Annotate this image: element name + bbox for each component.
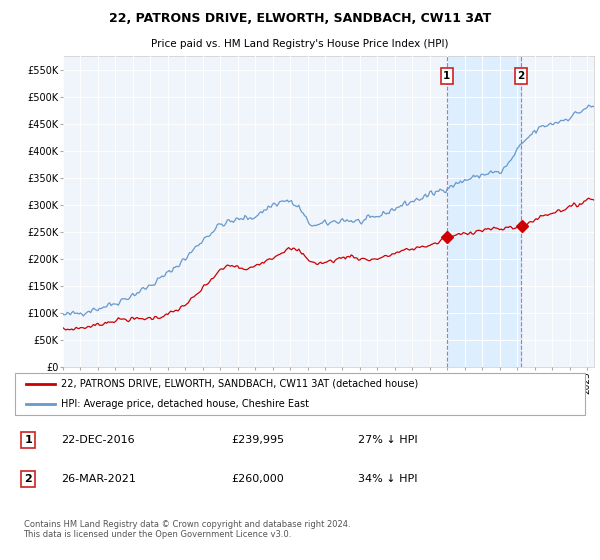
Bar xyxy=(447,56,521,367)
Text: £260,000: £260,000 xyxy=(231,474,284,484)
Text: 26-MAR-2021: 26-MAR-2021 xyxy=(61,474,136,484)
Text: 22, PATRONS DRIVE, ELWORTH, SANDBACH, CW11 3AT: 22, PATRONS DRIVE, ELWORTH, SANDBACH, CW… xyxy=(109,12,491,25)
Text: 2: 2 xyxy=(24,474,32,484)
Text: 1: 1 xyxy=(24,435,32,445)
Text: 1: 1 xyxy=(443,71,451,81)
Text: Contains HM Land Registry data © Crown copyright and database right 2024.
This d: Contains HM Land Registry data © Crown c… xyxy=(23,520,350,539)
Text: 27% ↓ HPI: 27% ↓ HPI xyxy=(358,435,417,445)
Text: Price paid vs. HM Land Registry's House Price Index (HPI): Price paid vs. HM Land Registry's House … xyxy=(151,39,449,49)
Text: HPI: Average price, detached house, Cheshire East: HPI: Average price, detached house, Ches… xyxy=(61,399,309,409)
Text: £239,995: £239,995 xyxy=(231,435,284,445)
Text: 22-DEC-2016: 22-DEC-2016 xyxy=(61,435,134,445)
Text: 2: 2 xyxy=(518,71,525,81)
Text: 34% ↓ HPI: 34% ↓ HPI xyxy=(358,474,417,484)
FancyBboxPatch shape xyxy=(15,373,585,416)
Text: 22, PATRONS DRIVE, ELWORTH, SANDBACH, CW11 3AT (detached house): 22, PATRONS DRIVE, ELWORTH, SANDBACH, CW… xyxy=(61,379,418,389)
